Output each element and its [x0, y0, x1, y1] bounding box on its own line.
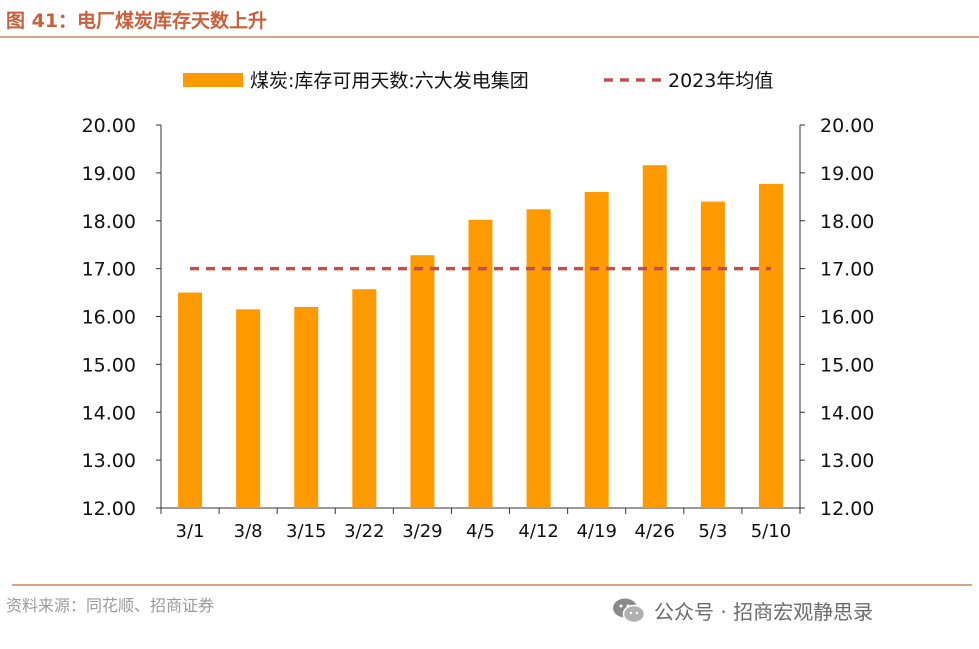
x-tick-label: 3/15	[286, 521, 326, 542]
watermark-text: 公众号 · 招商宏观静思录	[654, 600, 874, 624]
footer-divider	[12, 584, 972, 586]
wechat-icon	[613, 598, 646, 623]
bar	[468, 219, 493, 509]
title-divider	[0, 36, 979, 38]
y-tick-label-right: 19.00	[820, 163, 874, 185]
y-tick-label-left: 13.00	[82, 450, 136, 472]
x-tick-label: 5/10	[751, 521, 791, 542]
y-tick-label-left: 20.00	[82, 115, 136, 137]
bar	[410, 255, 435, 508]
x-tick-label: 4/12	[518, 521, 558, 542]
y-tick-label-right: 18.00	[820, 211, 874, 233]
legend-label-line: 2023年均值	[668, 70, 773, 92]
source-note: 资料来源：同花顺、招商证券	[6, 596, 215, 615]
bar	[758, 183, 783, 509]
y-tick-label-right: 14.00	[820, 402, 874, 424]
bar	[526, 209, 551, 508]
bar	[352, 289, 377, 508]
figure-title: 图 41：电厂煤炭库存天数上升	[6, 10, 268, 32]
y-tick-label-right: 13.00	[820, 450, 874, 472]
y-tick-label-left: 18.00	[82, 211, 136, 233]
chart: 12.00 12.00 13.00 13.00 14.00 14.00 15.00 15.00…	[82, 70, 875, 542]
y-tick-label-left: 15.00	[82, 354, 136, 376]
y-tick-label-left: 17.00	[82, 259, 136, 281]
y-tick-label-right: 12.00	[820, 498, 874, 520]
bar	[584, 192, 609, 508]
y-tick-label-right: 15.00	[820, 354, 874, 376]
x-tick-label: 4/19	[576, 521, 616, 542]
y-tick-label-left: 14.00	[82, 402, 136, 424]
bar	[700, 201, 725, 508]
x-tick-label: 4/26	[635, 521, 675, 542]
watermark: 公众号 · 招商宏观静思录	[612, 596, 873, 625]
bar	[294, 306, 319, 508]
y-tick-label-right: 16.00	[820, 307, 874, 329]
x-tick-label: 3/29	[402, 521, 442, 542]
y-tick-label-right: 20.00	[820, 115, 874, 137]
y-tick-label-right: 17.00	[820, 259, 874, 281]
bar	[178, 292, 203, 508]
legend-label-bar: 煤炭:库存可用天数:六大发电集团	[250, 70, 529, 92]
x-tick-label: 3/8	[234, 521, 263, 542]
y-tick-label-left: 16.00	[82, 307, 136, 329]
y-tick-label-left: 19.00	[82, 163, 136, 185]
legend-swatch-bar	[183, 73, 243, 87]
x-tick-label: 4/5	[466, 521, 495, 542]
x-tick-label: 3/22	[344, 521, 384, 542]
bar	[642, 165, 667, 508]
x-tick-label: 5/3	[698, 521, 727, 542]
y-tick-label-left: 12.00	[82, 498, 136, 520]
x-tick-label: 3/1	[176, 521, 205, 542]
bar	[236, 309, 261, 508]
